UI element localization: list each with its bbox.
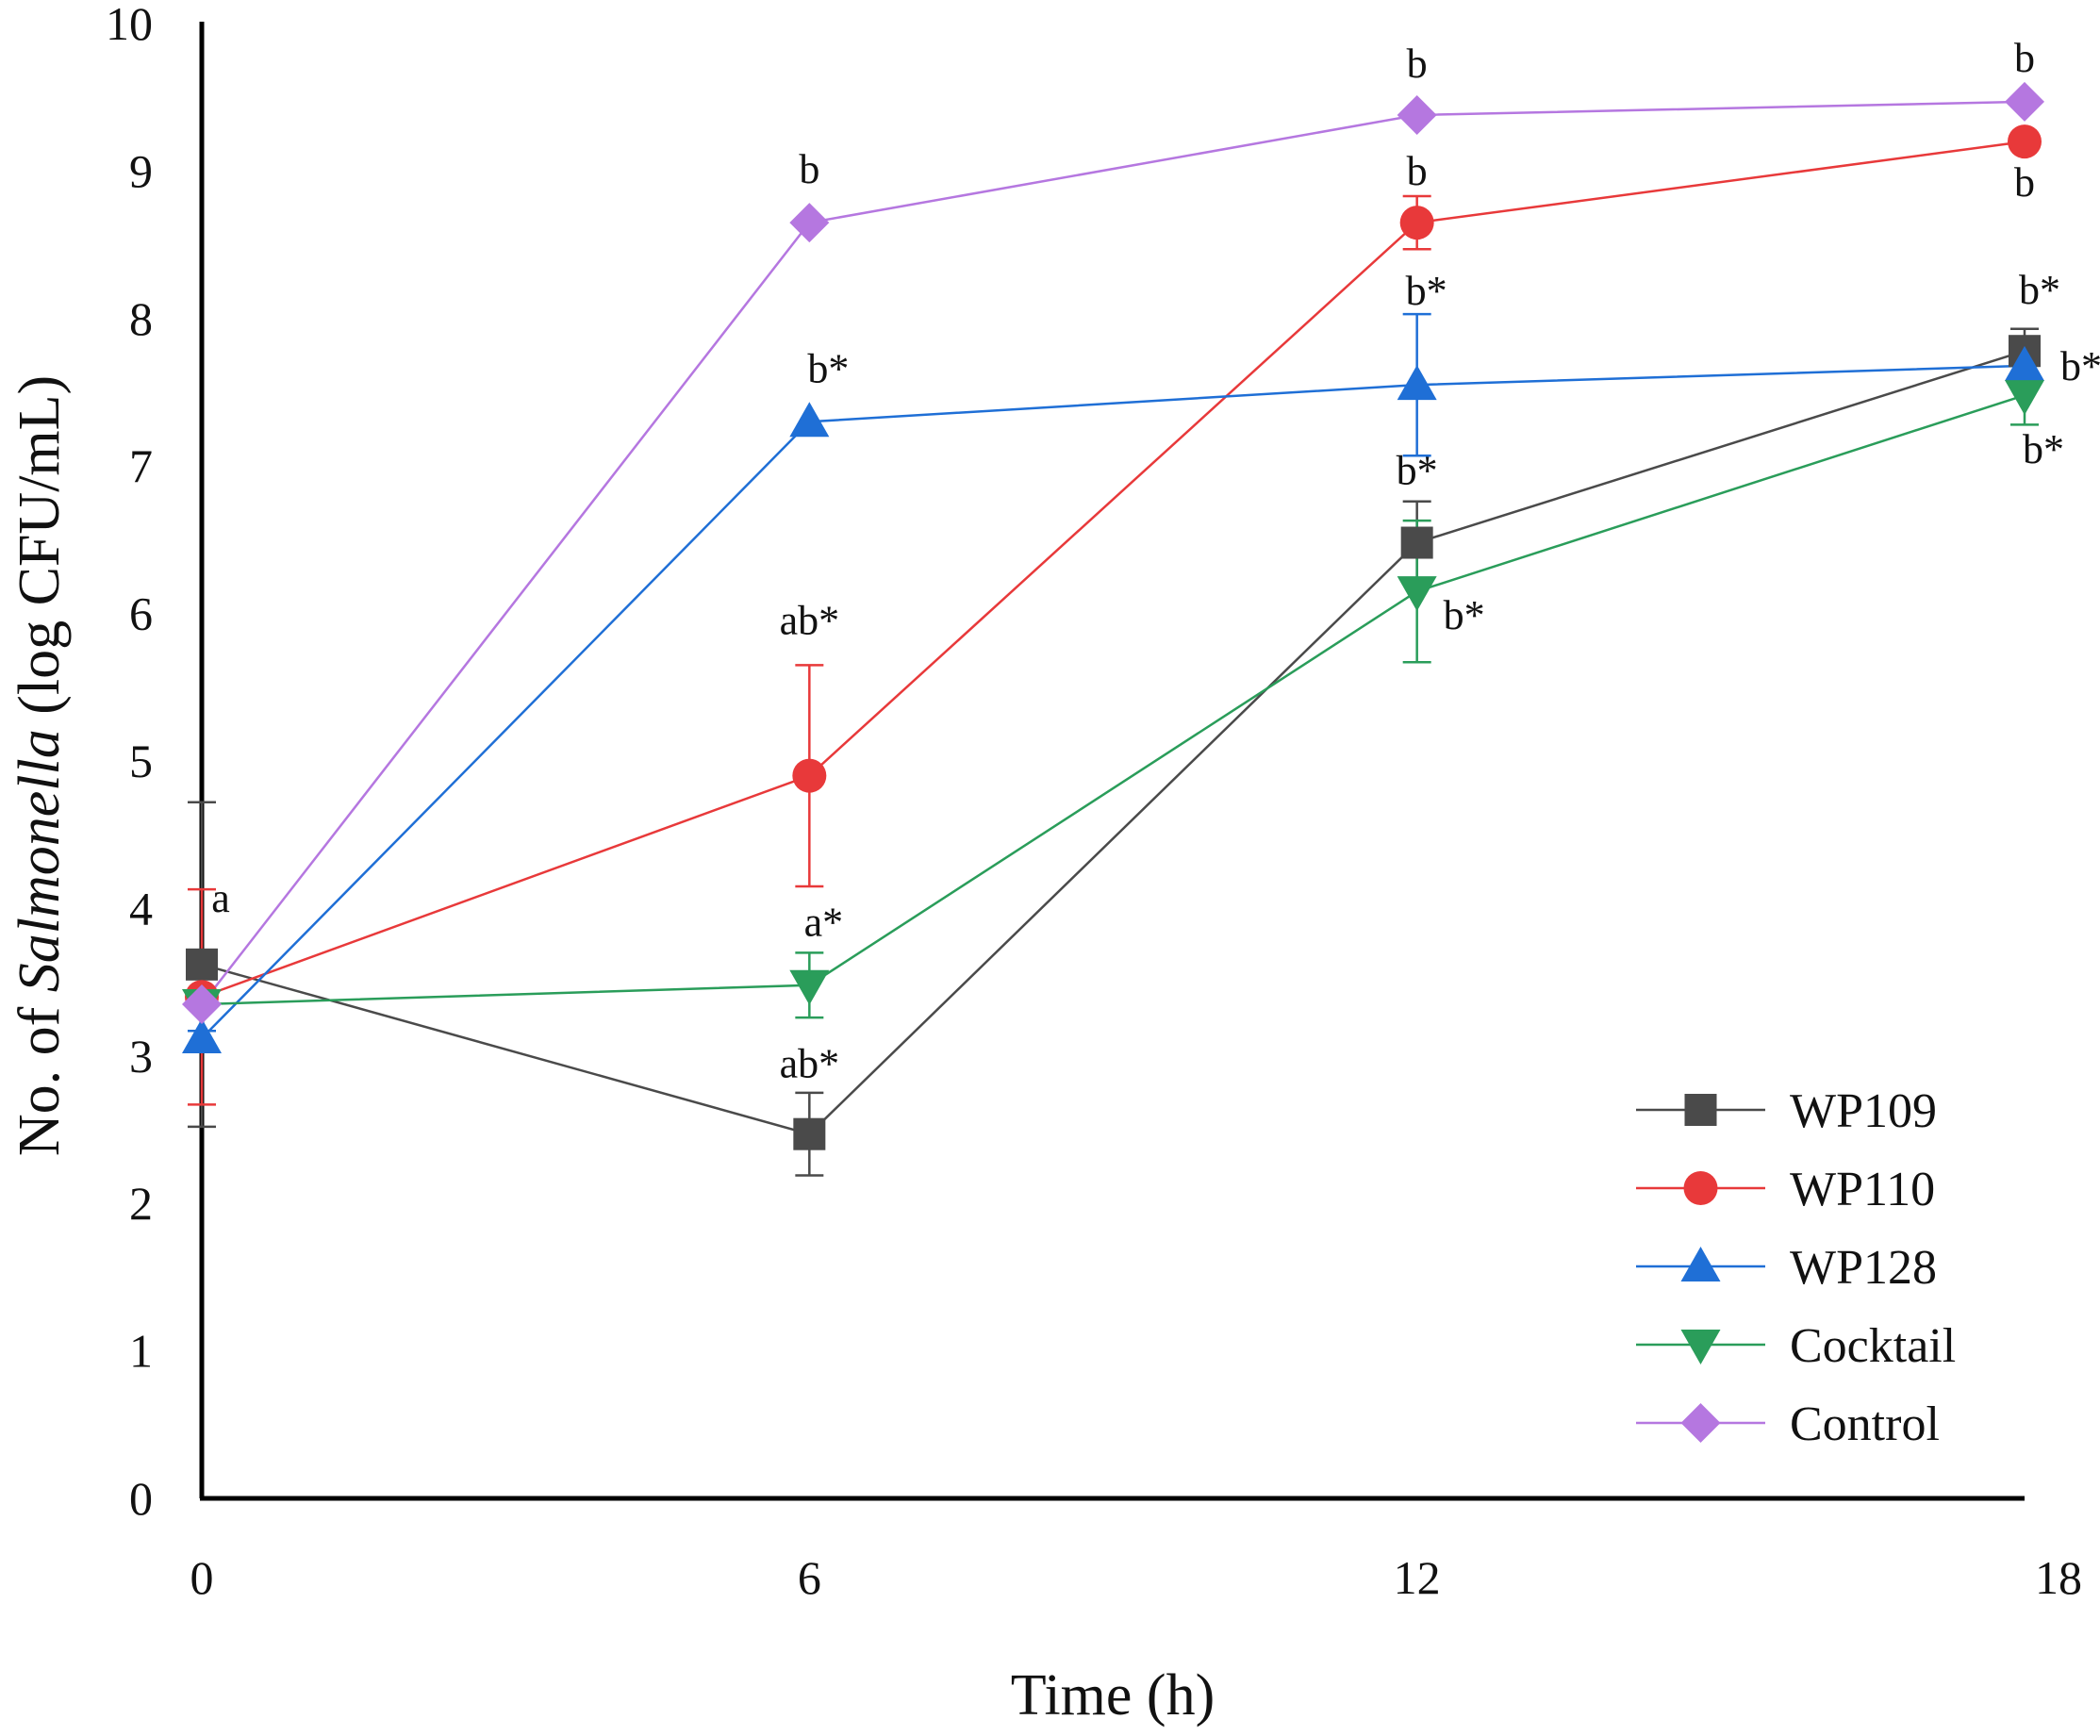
legend-label: WP110 — [1790, 1163, 1935, 1216]
significance-label: b* — [1397, 448, 1438, 494]
data-point — [2005, 380, 2044, 416]
significance-label: b — [1407, 41, 1428, 87]
series-line — [201, 393, 2026, 1006]
y-axis-title: No. of Salmonella (log CFU/mL) — [8, 375, 72, 1156]
data-point — [1400, 526, 1433, 559]
chart-annotations: ab*b*b*aab*b bb*b*b*a*b*b*bb b — [211, 35, 2100, 1087]
significance-label: b* — [1444, 592, 1485, 638]
y-tick-label: 0 — [129, 1472, 153, 1525]
x-tick-label: 0 — [190, 1551, 214, 1604]
y-tick-label: 2 — [129, 1177, 153, 1230]
data-point — [182, 984, 222, 1025]
chart-series — [182, 81, 2044, 1177]
data-point — [2005, 345, 2044, 381]
series-markers-wp110 — [185, 124, 2042, 1015]
significance-label: b* — [807, 345, 849, 391]
legend-item-wp128: WP128 — [1636, 1241, 1937, 1295]
legend-marker — [1684, 1094, 1717, 1126]
legend-item-wp110: WP110 — [1636, 1163, 1935, 1216]
significance-label: b — [2014, 159, 2035, 206]
y-tick-label: 7 — [129, 439, 153, 492]
y-axis-title-suffix: (log CFU/mL) — [8, 375, 72, 729]
data-point — [789, 203, 830, 243]
data-point — [2005, 81, 2044, 122]
significance-label: ab* — [780, 1041, 840, 1087]
y-tick-label: 9 — [129, 144, 153, 197]
data-point — [792, 758, 827, 793]
y-tick-label: 6 — [129, 587, 153, 640]
data-point — [1397, 576, 1437, 612]
significance-label: b* — [1406, 268, 1447, 314]
chart-legend: WP109 WP110 WP128 Cocktail Control — [1636, 1084, 1956, 1451]
series-wp109 — [188, 327, 2039, 1177]
legend-label: WP109 — [1790, 1084, 1937, 1138]
data-point — [1397, 365, 1437, 401]
series-wp128 — [188, 312, 2026, 1048]
legend-item-wp109: WP109 — [1636, 1084, 1937, 1138]
y-tick-label: 5 — [129, 735, 153, 787]
significance-label: b — [2014, 35, 2035, 81]
legend-marker — [1680, 1403, 1721, 1443]
data-point — [186, 948, 218, 981]
legend-item-cocktail: Cocktail — [1636, 1319, 1956, 1373]
y-tick-label: 8 — [129, 292, 153, 345]
x-tick-label: 6 — [798, 1551, 821, 1604]
y-axis-title-prefix: No. of — [8, 992, 72, 1156]
legend-label: WP128 — [1790, 1241, 1937, 1295]
y-tick-label: 10 — [106, 0, 153, 50]
data-point — [793, 1117, 826, 1150]
legend-item-control: Control — [1636, 1397, 1940, 1451]
significance-label: b — [799, 146, 819, 192]
series-markers-wp109 — [186, 335, 2041, 1150]
series-line — [201, 364, 2026, 1039]
y-tick-label: 1 — [129, 1325, 153, 1378]
legend-label: Cocktail — [1790, 1319, 1956, 1373]
y-tick-label: 4 — [129, 882, 153, 934]
legend-marker — [1680, 1330, 1721, 1364]
significance-label: a — [211, 875, 230, 921]
data-point — [1397, 94, 1437, 135]
data-point — [1399, 206, 1434, 240]
significance-label: b* — [2060, 343, 2100, 389]
x-tick-label: 18 — [2035, 1551, 2082, 1604]
legend-marker — [1680, 1247, 1721, 1281]
x-axis-title: Time (h) — [1011, 1663, 1215, 1728]
series-wp110 — [188, 140, 2026, 1106]
data-point — [2008, 124, 2042, 159]
series-markers-control — [182, 81, 2044, 1025]
data-point — [182, 1018, 222, 1054]
series-control — [201, 100, 2026, 1005]
y-axis-title-italic: Salmonella — [8, 729, 72, 992]
legend-marker — [1683, 1171, 1718, 1205]
series-line — [201, 140, 2026, 999]
series-markers-cocktail — [182, 380, 2044, 1025]
legend-label: Control — [1790, 1397, 1940, 1451]
significance-label: b — [1407, 148, 1428, 194]
data-point — [789, 969, 830, 1005]
significance-label: b* — [2019, 267, 2060, 313]
series-markers-wp128 — [182, 345, 2044, 1054]
x-tick-label: 12 — [1394, 1551, 1441, 1604]
data-point — [789, 402, 830, 438]
significance-label: ab* — [780, 598, 840, 644]
chart-axes — [199, 22, 2025, 1501]
significance-label: b* — [2023, 426, 2064, 472]
series-cocktail — [201, 364, 2039, 1019]
significance-label: a* — [804, 900, 844, 946]
series-line — [201, 100, 2026, 1005]
series-line — [201, 350, 2026, 1136]
y-tick-label: 3 — [129, 1030, 153, 1083]
